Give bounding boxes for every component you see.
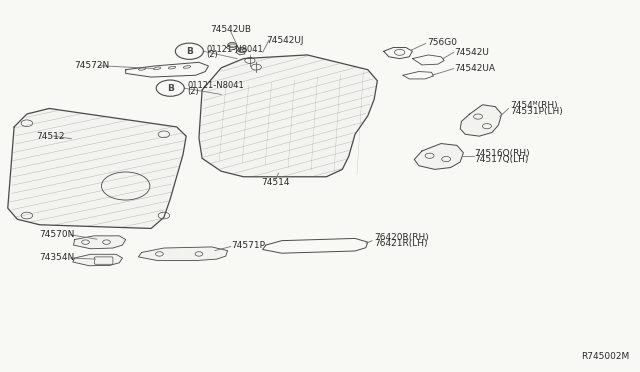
Circle shape bbox=[238, 48, 246, 53]
Circle shape bbox=[228, 42, 237, 48]
Polygon shape bbox=[138, 247, 228, 260]
Text: 74570N: 74570N bbox=[40, 230, 75, 239]
Text: 74542UA: 74542UA bbox=[454, 64, 495, 73]
Text: (2): (2) bbox=[207, 51, 218, 60]
Text: 74542U: 74542U bbox=[454, 48, 489, 57]
Text: (2): (2) bbox=[188, 87, 199, 96]
Polygon shape bbox=[8, 109, 186, 228]
Text: 76421R(LH): 76421R(LH) bbox=[374, 239, 428, 248]
Text: 756G0: 756G0 bbox=[427, 38, 457, 47]
Text: 74542UJ: 74542UJ bbox=[266, 36, 303, 45]
Text: 01121-N8041: 01121-N8041 bbox=[188, 81, 244, 90]
Text: R745002M: R745002M bbox=[581, 352, 629, 361]
Text: B: B bbox=[167, 84, 173, 93]
Text: B: B bbox=[186, 47, 193, 56]
Text: 76420R(RH): 76420R(RH) bbox=[374, 233, 429, 242]
Text: 74572N: 74572N bbox=[75, 61, 110, 70]
Text: 74514: 74514 bbox=[261, 178, 290, 187]
Text: 01121-N8041: 01121-N8041 bbox=[207, 45, 263, 54]
Polygon shape bbox=[74, 236, 125, 249]
Polygon shape bbox=[73, 254, 122, 266]
Text: 74512: 74512 bbox=[36, 132, 65, 141]
Polygon shape bbox=[414, 144, 463, 169]
Text: 74354N: 74354N bbox=[40, 253, 75, 263]
Text: 74531P(LH): 74531P(LH) bbox=[510, 106, 563, 116]
Text: 74517Q(LH): 74517Q(LH) bbox=[474, 154, 529, 164]
Text: 74516Q(RH): 74516Q(RH) bbox=[474, 149, 530, 158]
Polygon shape bbox=[460, 105, 502, 136]
Text: 74542UB: 74542UB bbox=[211, 25, 252, 33]
Text: 7454ᴹ(RH): 7454ᴹ(RH) bbox=[510, 101, 557, 110]
Polygon shape bbox=[199, 55, 378, 177]
Text: 74571P: 74571P bbox=[231, 241, 265, 250]
